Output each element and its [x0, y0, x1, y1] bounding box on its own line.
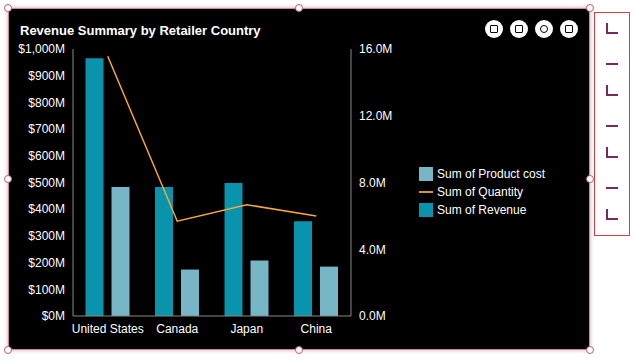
svg-text:8.0M: 8.0M [359, 176, 386, 190]
svg-text:$1,000M: $1,000M [18, 42, 65, 56]
svg-text:Canada: Canada [156, 322, 198, 336]
svg-text:$400M: $400M [28, 202, 65, 216]
svg-text:$900M: $900M [28, 69, 65, 83]
svg-text:$500M: $500M [28, 176, 65, 190]
svg-text:$700M: $700M [28, 122, 65, 136]
html-text:Revenue Summary by Retailer Co: Revenue Summary by Retailer Country [20, 23, 261, 38]
svg-text:$600M: $600M [28, 149, 65, 163]
svg-text:Japan: Japan [230, 322, 263, 336]
svg-text:$200M: $200M [28, 256, 65, 270]
html-text:Sum of Product cost: Sum of Product cost [437, 167, 545, 181]
html-text:Sum of Revenue: Sum of Revenue [437, 203, 527, 217]
svg-text:$800M: $800M [28, 96, 65, 110]
svg-text:$300M: $300M [28, 229, 65, 243]
svg-text:16.0M: 16.0M [359, 42, 392, 56]
svg-text:12.0M: 12.0M [359, 109, 392, 123]
svg-text:United States: United States [72, 322, 144, 336]
html-text:Sum of Quantity: Sum of Quantity [437, 185, 523, 199]
svg-text:China: China [301, 322, 333, 336]
svg-text:0.0M: 0.0M [359, 309, 386, 323]
svg-text:$100M: $100M [28, 283, 65, 297]
svg-text:4.0M: 4.0M [359, 243, 386, 257]
svg-text:$0M: $0M [42, 309, 65, 323]
